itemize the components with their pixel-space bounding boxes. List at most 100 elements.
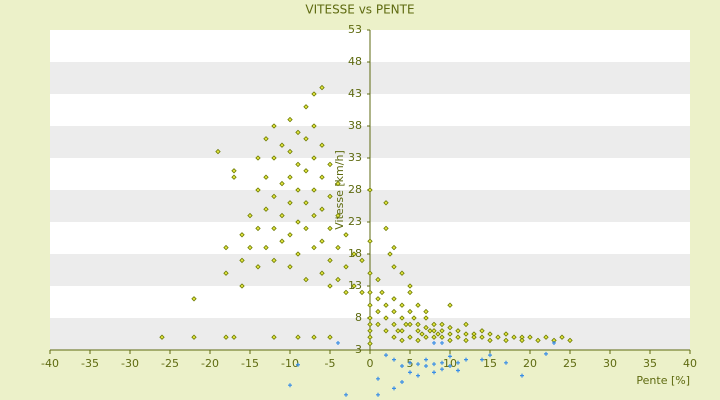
y-tick-label: 43 [348, 87, 362, 100]
point [367, 334, 373, 340]
point [543, 334, 549, 340]
point [487, 331, 493, 337]
point [439, 328, 445, 334]
point [456, 368, 460, 373]
point [552, 340, 556, 345]
point [519, 337, 525, 344]
point [431, 328, 437, 334]
point [455, 334, 461, 340]
point [391, 334, 397, 340]
point [407, 308, 413, 315]
point [295, 187, 301, 193]
point [263, 174, 269, 180]
point [376, 392, 380, 397]
point [303, 104, 309, 110]
point [247, 212, 253, 219]
point [319, 174, 325, 180]
point [416, 362, 420, 367]
point [471, 334, 477, 340]
point [303, 136, 309, 142]
point [440, 360, 444, 365]
point [231, 174, 237, 180]
x-tick-label: 40 [683, 357, 697, 370]
point [287, 148, 293, 155]
point [223, 244, 229, 251]
point [319, 84, 325, 91]
y-tick-label: 28 [348, 183, 362, 196]
point [383, 225, 389, 232]
x-tick-label: 10 [443, 357, 457, 370]
point [223, 334, 229, 340]
point [295, 219, 301, 225]
point [408, 360, 412, 365]
point [239, 283, 245, 289]
point [415, 337, 421, 344]
point [375, 296, 381, 302]
point [375, 321, 381, 328]
point [311, 91, 317, 97]
point [391, 308, 397, 315]
y-axis-label: Vitesse [km/h] [333, 150, 346, 230]
point [215, 148, 221, 155]
point [487, 337, 493, 344]
point [311, 123, 317, 129]
point [383, 328, 389, 334]
point [287, 200, 293, 206]
point [400, 364, 404, 368]
point [379, 289, 385, 296]
point [247, 244, 253, 251]
point [479, 334, 485, 340]
point [159, 334, 165, 340]
x-tick-label: -35 [81, 357, 99, 370]
point [271, 193, 277, 200]
point [344, 392, 348, 397]
point [447, 337, 453, 344]
x-tick-label: 35 [643, 357, 657, 370]
point [239, 232, 245, 238]
point [319, 270, 325, 276]
point [391, 264, 397, 270]
point [448, 354, 452, 359]
point [439, 321, 445, 328]
point [327, 283, 333, 289]
point [367, 238, 373, 244]
point [423, 308, 429, 315]
point [335, 276, 341, 283]
point [383, 200, 389, 206]
point [415, 302, 421, 308]
point [399, 337, 405, 344]
point [440, 340, 444, 345]
point [495, 334, 501, 340]
point [383, 302, 389, 308]
point [367, 328, 373, 334]
point [287, 264, 293, 270]
point [427, 328, 433, 334]
point [343, 289, 349, 296]
point [387, 251, 393, 257]
point [447, 324, 453, 331]
point [343, 264, 349, 270]
point [191, 296, 197, 302]
point [432, 370, 436, 375]
x-tick-label: -10 [281, 357, 299, 370]
point [408, 370, 412, 375]
y-tick-label: 23 [348, 215, 362, 228]
point [435, 331, 441, 337]
point [431, 334, 437, 340]
point [383, 315, 389, 321]
point [415, 321, 421, 328]
point [295, 334, 301, 340]
point [279, 238, 285, 244]
point [520, 373, 524, 378]
point [423, 324, 429, 331]
point [263, 206, 269, 212]
point [319, 142, 325, 148]
point [327, 334, 333, 340]
point [335, 212, 341, 219]
point [567, 337, 573, 344]
point [407, 321, 413, 328]
point [231, 334, 237, 340]
y-tick-label: 8 [355, 311, 362, 324]
point [336, 340, 340, 345]
